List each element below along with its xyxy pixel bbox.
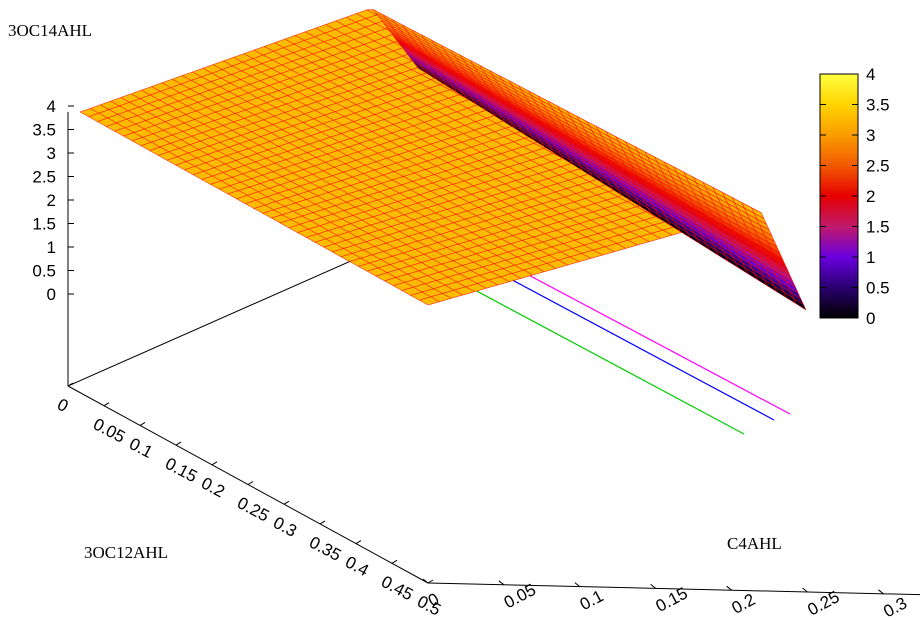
x-tick-label: 0.1: [126, 434, 156, 462]
x-tick: [427, 579, 434, 584]
colorbar-tick-label: 0: [866, 309, 875, 328]
z-tick-label: 1: [47, 238, 56, 257]
x-tick-label: 0.25: [234, 493, 272, 525]
y-tick-label: 0.1: [577, 586, 607, 614]
colorbar-tick-label: 2.5: [866, 157, 890, 176]
y-tick-label: 0.3: [880, 593, 910, 620]
y-tick-label: 0.2: [729, 590, 759, 618]
y-tick: [422, 578, 429, 584]
x-tick-label: 0.4: [342, 552, 372, 580]
z-tick-label: 1.5: [32, 215, 56, 234]
x-tick: [103, 402, 110, 407]
x-tick-label: 0.35: [306, 533, 344, 565]
x-tick: [67, 382, 74, 387]
x-tick: [355, 540, 362, 545]
x-tick: [283, 500, 290, 505]
z-tick-label: 3.5: [32, 121, 56, 140]
x-tick: [319, 520, 326, 525]
z-tick-label: 3: [47, 144, 56, 163]
colorbar-tick-label: 1.5: [866, 218, 890, 237]
colorbar-tick-label: 3.5: [866, 96, 890, 115]
colorbar-tick-label: 1: [866, 248, 875, 267]
z-tick-label: 2: [47, 191, 56, 210]
y-tick: [574, 582, 581, 587]
colorbar-tick-label: 0.5: [866, 279, 890, 298]
x-tick: [175, 441, 182, 446]
x-tick: [139, 421, 146, 426]
colorbar: 0 0.5 1 1.5 2 2.5 3 3.5 4: [819, 65, 890, 328]
z-tick-label: 4: [47, 97, 56, 116]
y-tick: [878, 589, 884, 595]
y-tick: [802, 587, 808, 593]
colorbar-tick-label: 2: [866, 187, 875, 206]
x-tick-label: 0.2: [198, 474, 228, 502]
colorbar-gradient: [819, 73, 859, 319]
z-tick-label: 0.5: [32, 262, 56, 281]
y-tick: [498, 580, 505, 586]
x-tick-label: 0.05: [90, 414, 128, 446]
x-tick-label: 0.15: [162, 454, 200, 486]
y-axis-title: C4AHL: [727, 534, 782, 553]
z-tick-label: 0: [47, 285, 56, 304]
z-axis-title: 3OC14AHL: [8, 21, 92, 40]
colorbar-tick-label: 3: [866, 126, 875, 145]
x-tick: [391, 559, 398, 564]
colorbar-tick-label: 4: [866, 65, 875, 84]
x-tick-label: 0.45: [378, 572, 416, 604]
z-tick-label: 2.5: [32, 168, 56, 187]
x-tick: [247, 481, 254, 485]
x-axis-title: 3OC12AHL: [84, 543, 168, 562]
surface-mesh: [79, 9, 807, 311]
y-tick: [726, 585, 732, 591]
surface-facet: [793, 297, 807, 311]
x-tick-label: 0.3: [270, 513, 300, 541]
y-tick: [650, 584, 657, 589]
x-tick-label: 0: [54, 395, 71, 416]
x-tick: [211, 461, 218, 466]
